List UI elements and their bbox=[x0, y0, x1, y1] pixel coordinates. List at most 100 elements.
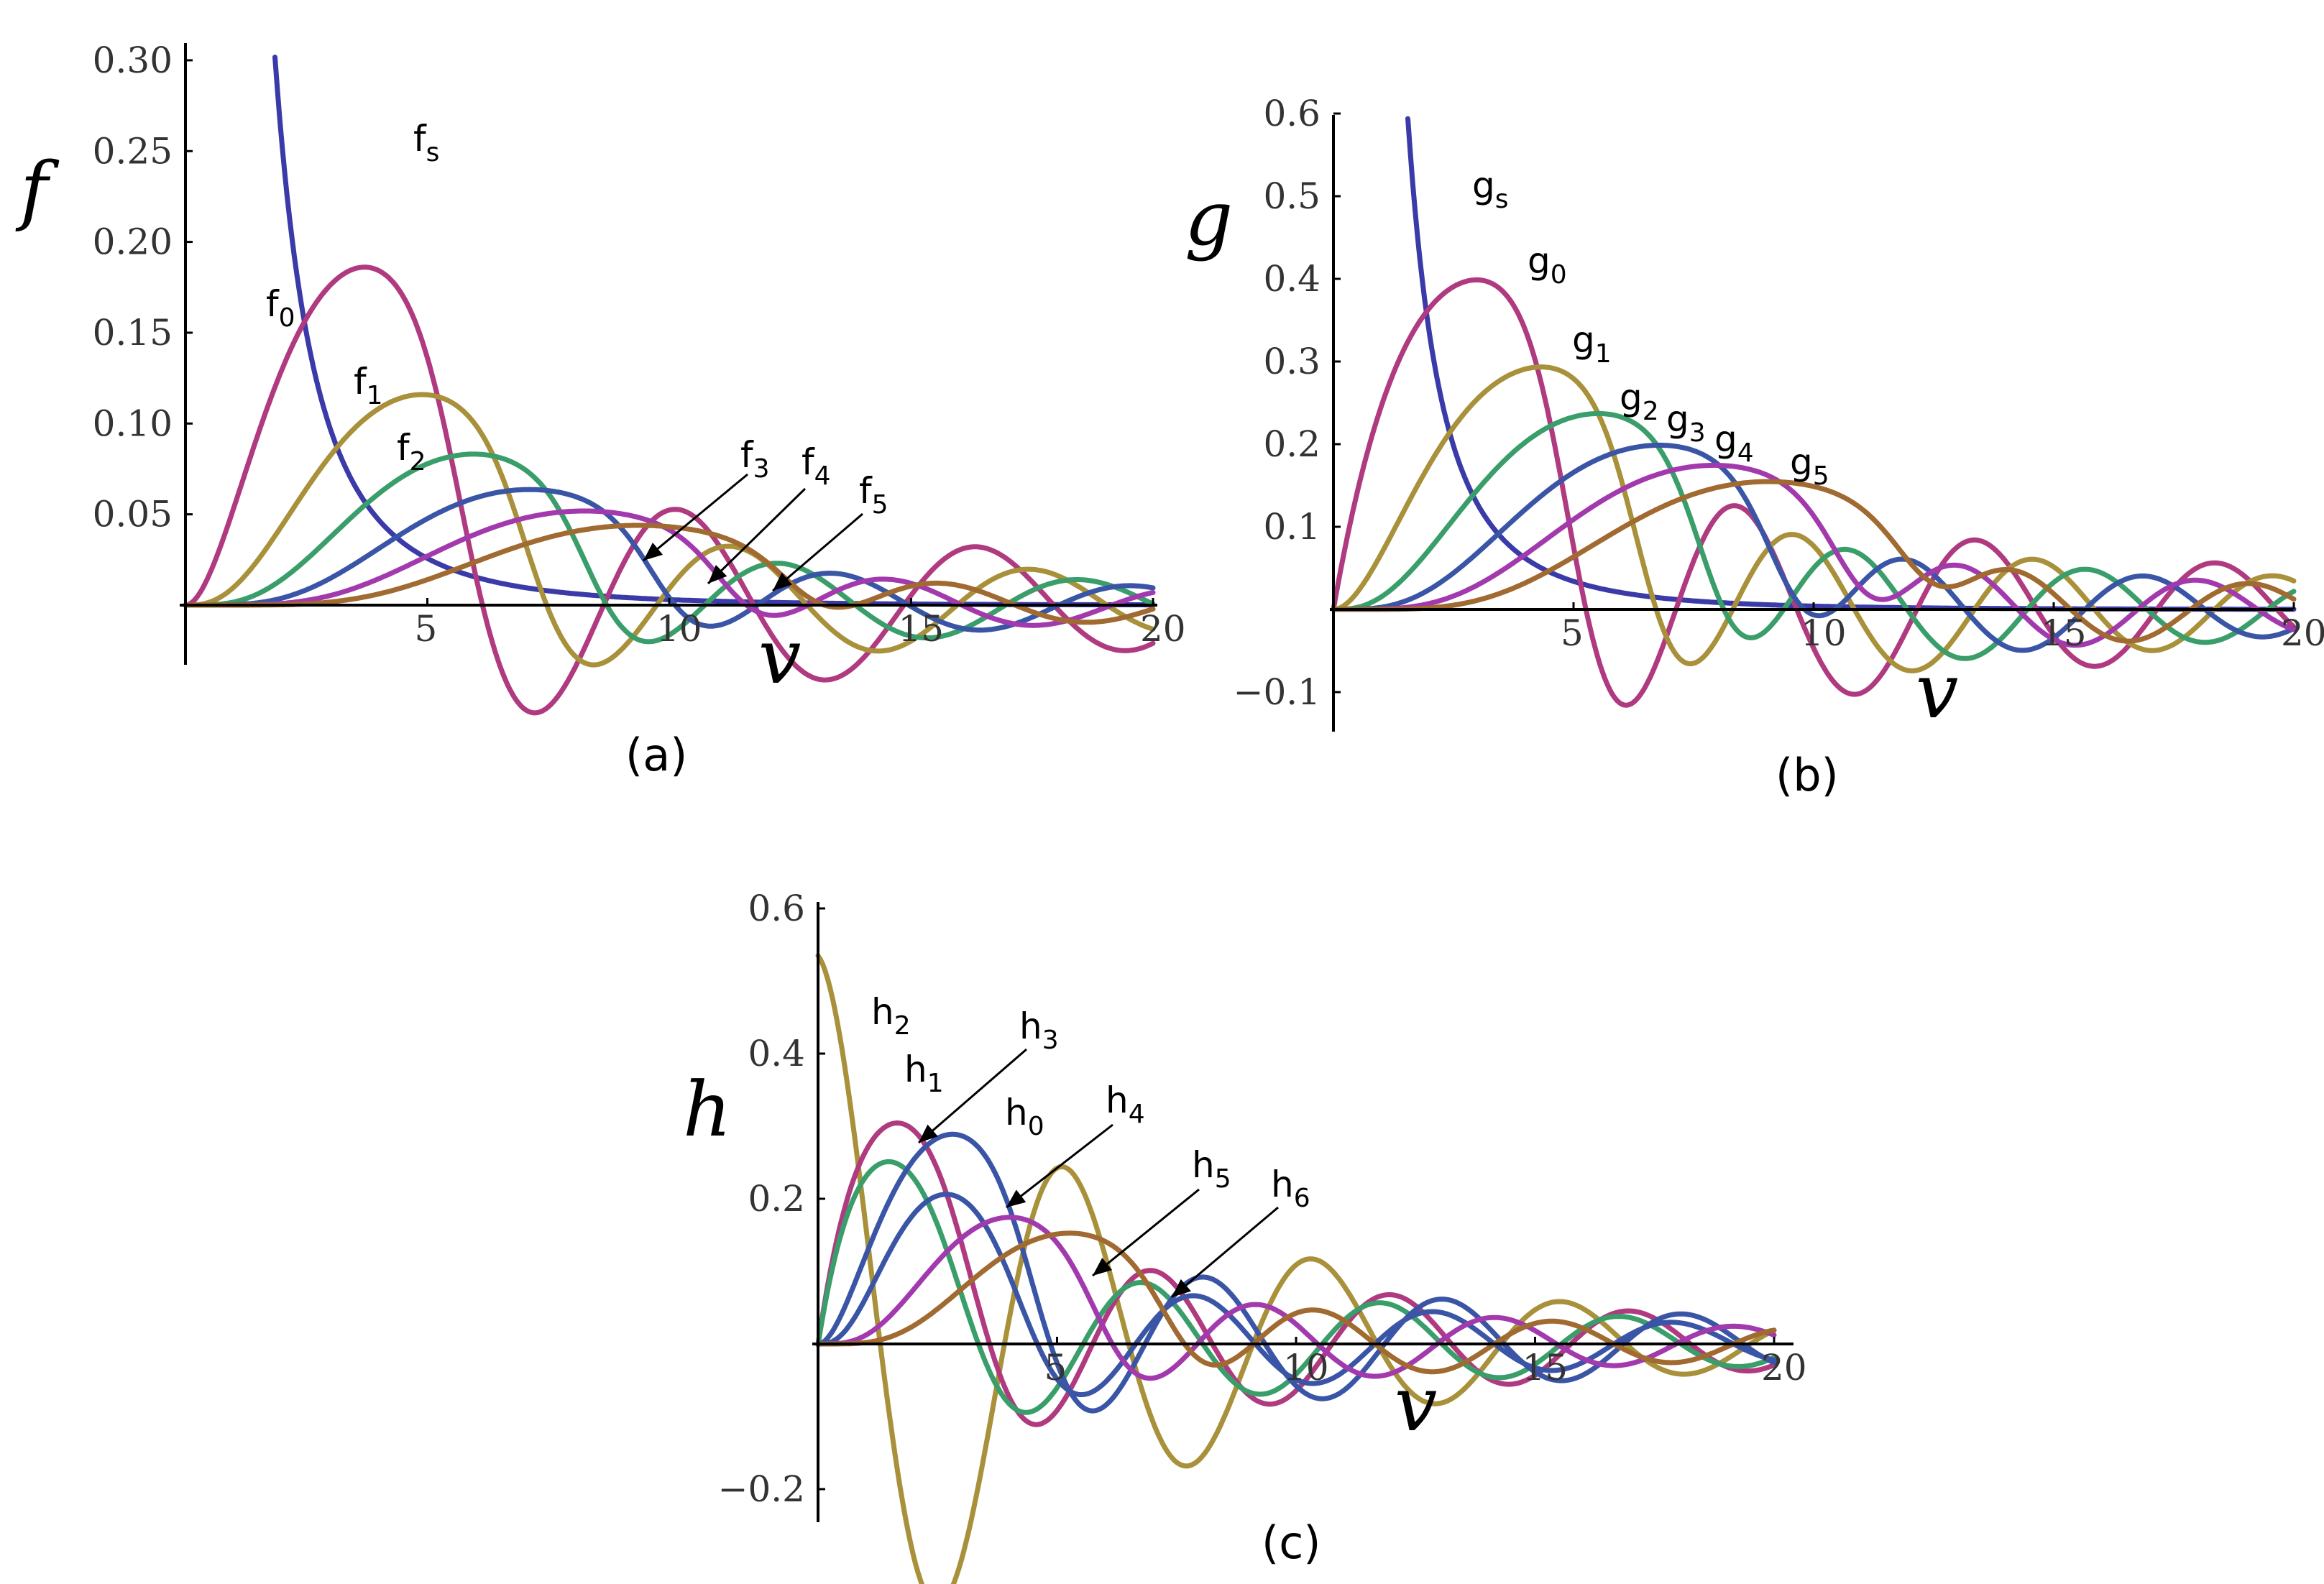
x-tick-label: 10 bbox=[656, 608, 702, 650]
series-g5 bbox=[1331, 479, 2297, 644]
pointer-head-f3 bbox=[643, 542, 663, 561]
curve-label-g4: g4 bbox=[1714, 418, 1754, 468]
pointer-h4 bbox=[1006, 1123, 1113, 1209]
y-tick-label: 0.1 bbox=[1263, 506, 1321, 548]
curve-label-f2: f2 bbox=[397, 427, 426, 476]
x-tick-label: 15 bbox=[2041, 612, 2087, 654]
pointer-head-f4 bbox=[708, 564, 727, 584]
y-tick-label: 0.3 bbox=[1263, 341, 1321, 382]
x-tick-label: 5 bbox=[415, 608, 438, 650]
panel-b: 5 10 15 20 −0.1 0.1 0.2 0.3 0.4 0.5 0.6 g v (b) gs… bbox=[1185, 93, 2324, 801]
panel-c: 5 10 15 20−0.20.20.40.6 h v (c) h2h1h3h0h4h… bbox=[683, 888, 1807, 1584]
y-tick-label: 0.30 bbox=[93, 40, 173, 81]
curve-label-f4: f4 bbox=[802, 441, 831, 491]
series-f0 bbox=[183, 264, 1156, 716]
x-tick-label: 15 bbox=[1522, 1347, 1569, 1389]
curve-label-g3: g3 bbox=[1666, 398, 1706, 448]
series-gs bbox=[1405, 116, 2297, 612]
series-f4 bbox=[183, 508, 1156, 628]
x-tick-label: 5 bbox=[1561, 612, 1584, 654]
pointer-h6 bbox=[1171, 1206, 1279, 1299]
pointer-head-h4 bbox=[1006, 1189, 1026, 1207]
panel-a-ticks: 5 10 15 20 0.05 0.10 0.15 0.20 0.25 0.30 bbox=[93, 40, 1186, 650]
series-h5 bbox=[815, 1215, 1777, 1381]
pointer-head-h1 bbox=[919, 1124, 938, 1143]
series-h2 bbox=[815, 953, 1777, 1584]
panel-b-series bbox=[1331, 116, 2297, 708]
panel-a-y-axis-label: f bbox=[15, 146, 60, 234]
y-tick-label: 0.2 bbox=[748, 1178, 805, 1220]
panel-a-caption: (a) bbox=[625, 729, 687, 781]
curve-label-f1: f1 bbox=[354, 361, 383, 410]
pointer-f3 bbox=[643, 473, 748, 562]
curve-label-h6: h6 bbox=[1271, 1164, 1310, 1213]
y-tick-label: 0.4 bbox=[748, 1033, 805, 1074]
curve-label-h0: h0 bbox=[1005, 1092, 1044, 1141]
series-g3 bbox=[1331, 442, 2297, 653]
panel-b-x-axis-label: v bbox=[1916, 648, 1958, 735]
y-tick-label: −0.2 bbox=[718, 1468, 805, 1510]
series-f2 bbox=[183, 451, 1156, 645]
series-g1 bbox=[1331, 364, 2297, 673]
panel-a: 5 10 15 200.050.100.150.200.250.30 f v (a) … bbox=[15, 40, 1186, 781]
panel-c-caption: (c) bbox=[1262, 1516, 1321, 1569]
pointer-head-h5 bbox=[1093, 1258, 1113, 1276]
panel-b-caption: (b) bbox=[1776, 749, 1839, 801]
y-tick-label: 0.25 bbox=[93, 130, 173, 172]
panel-c-ticks: 5 10 15 20 −0.2 0.2 0.4 0.6 bbox=[718, 888, 1807, 1510]
curve-label-gs: gs bbox=[1472, 165, 1509, 214]
series-h0 bbox=[815, 1131, 1777, 1414]
series-h3 bbox=[815, 1159, 1777, 1415]
x-tick-label: 10 bbox=[1283, 1347, 1329, 1389]
panel-c-series bbox=[815, 953, 1777, 1584]
pointer-f4 bbox=[707, 487, 807, 585]
panel-c-y-axis-label: h bbox=[683, 1066, 732, 1154]
curve-label-f0: f0 bbox=[266, 283, 295, 333]
pointer-h5 bbox=[1092, 1188, 1200, 1277]
panel-a-x-axis-label: v bbox=[758, 613, 801, 701]
y-tick-label: 0.15 bbox=[93, 312, 173, 354]
curve-label-h2: h2 bbox=[871, 991, 911, 1041]
y-tick-label: 0.20 bbox=[93, 221, 173, 263]
pointer-f5 bbox=[772, 512, 863, 592]
y-tick-label: 0.4 bbox=[1263, 258, 1321, 300]
series-h1 bbox=[815, 1120, 1777, 1427]
pointer-head-f5 bbox=[773, 572, 792, 591]
y-tick-label: 0.05 bbox=[93, 494, 173, 535]
curve-label-g1: g1 bbox=[1572, 319, 1612, 369]
x-tick-label: 15 bbox=[899, 608, 945, 650]
series-g2 bbox=[1331, 410, 2297, 661]
series-f5 bbox=[183, 522, 1156, 625]
panel-c-curve-labels: h2 h1 h3 h0 h4 h5 h6 bbox=[871, 991, 1310, 1299]
y-tick-label: 0.5 bbox=[1263, 175, 1321, 217]
curve-label-h3: h3 bbox=[1019, 1005, 1059, 1055]
y-tick-label: 0.2 bbox=[1263, 423, 1321, 465]
y-tick-label: 0.6 bbox=[1263, 93, 1321, 134]
pointer-head-h6 bbox=[1172, 1279, 1191, 1297]
series-fs bbox=[272, 55, 1156, 608]
x-tick-label: 20 bbox=[1761, 1347, 1807, 1389]
pointer-h1 bbox=[918, 1048, 1027, 1144]
x-tick-label: 20 bbox=[1140, 608, 1186, 650]
panel-b-ticks: 5 10 15 20 −0.1 0.1 0.2 0.3 0.4 0.5 0.6 bbox=[1234, 93, 2324, 713]
y-tick-label: 0.10 bbox=[93, 402, 173, 444]
x-tick-label: 20 bbox=[2281, 612, 2324, 654]
curve-label-fs: fs bbox=[413, 118, 439, 167]
panel-b-y-axis-label: g bbox=[1185, 175, 1233, 262]
panel-c-x-axis-label: v bbox=[1395, 1360, 1437, 1448]
curve-label-h1: h1 bbox=[904, 1049, 944, 1098]
panel-a-series bbox=[183, 55, 1156, 716]
curve-label-g0: g0 bbox=[1528, 240, 1567, 290]
curve-label-h5: h5 bbox=[1192, 1144, 1231, 1194]
x-tick-label: 10 bbox=[1801, 612, 1847, 654]
y-tick-label: −0.1 bbox=[1234, 671, 1321, 713]
series-g4 bbox=[1331, 462, 2297, 648]
curve-label-g2: g2 bbox=[1620, 377, 1659, 426]
curve-label-h4: h4 bbox=[1106, 1079, 1145, 1129]
y-tick-label: 0.6 bbox=[748, 888, 805, 929]
curve-label-f5: f5 bbox=[859, 470, 888, 520]
series-f3 bbox=[183, 487, 1156, 633]
